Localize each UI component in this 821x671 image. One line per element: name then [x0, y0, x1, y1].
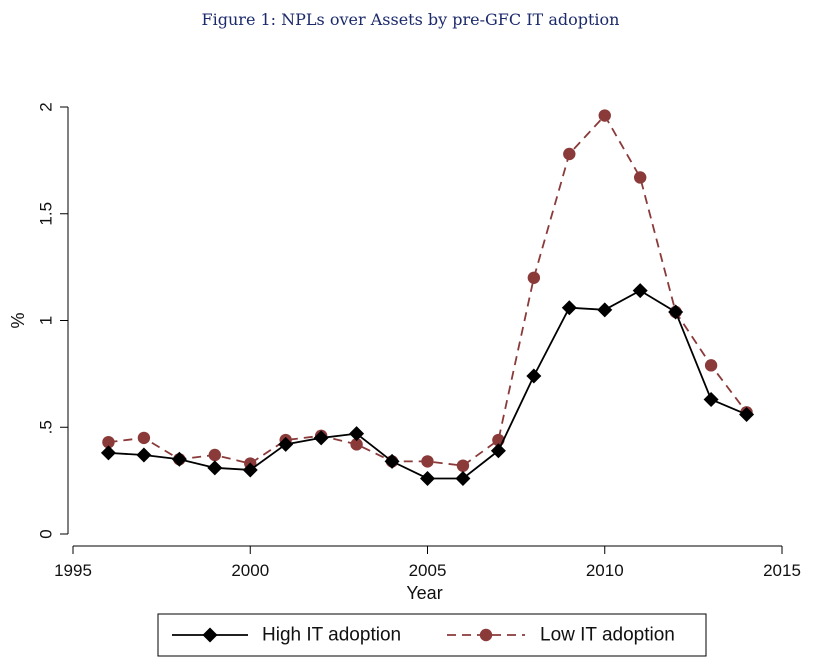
legend-marker: [202, 627, 218, 643]
y-tick-label: 1.5: [37, 202, 56, 226]
series-point: [704, 359, 718, 372]
legend: High IT adoption Low IT adoption: [157, 613, 707, 657]
legend-item: Low IT adoption: [447, 625, 675, 646]
series-point: [455, 470, 471, 486]
legend-label: High IT adoption: [262, 625, 401, 646]
series-point: [171, 451, 187, 467]
series-point: [137, 431, 151, 445]
y-tick-label: .5: [37, 420, 56, 434]
series-point: [242, 462, 258, 478]
y-tick-label: 0: [37, 529, 56, 538]
series-point: [527, 271, 541, 284]
series-point: [598, 109, 611, 122]
x-axis-title: Year: [406, 583, 442, 603]
series-point: [207, 460, 223, 476]
series-line: [108, 114, 748, 467]
x-tick-label: 2010: [586, 561, 624, 580]
series-point: [632, 283, 648, 299]
y-axis-title: %: [8, 312, 28, 328]
series-point: [456, 459, 470, 472]
series-point: [278, 436, 294, 452]
series-point: [668, 304, 684, 320]
legend-item: High IT adoption: [172, 625, 401, 646]
series-point: [350, 438, 363, 451]
series-point: [703, 391, 719, 407]
series-point: [563, 147, 576, 161]
series-point: [490, 443, 506, 459]
series-point: [526, 368, 542, 384]
x-axis: 1995 2000 2005 2010 2015: [54, 545, 801, 580]
x-tick-label: 2000: [231, 561, 269, 580]
series-point: [313, 430, 329, 446]
series-low-it-adoption: [102, 109, 753, 472]
series-point: [136, 447, 152, 463]
y-tick-label: 2: [37, 102, 56, 111]
series-point: [561, 300, 577, 316]
series-point: [421, 455, 434, 468]
series-point: [634, 171, 647, 184]
x-tick-label: 2005: [409, 561, 447, 580]
series-point: [208, 448, 221, 462]
legend-marker: [479, 628, 493, 642]
series-high-it-adoption: [100, 283, 755, 486]
x-tick-label: 1995: [54, 561, 92, 580]
series-point: [349, 426, 365, 442]
figure-title: Figure 1: NPLs over Assets by pre-GFC IT…: [201, 10, 620, 29]
series-line: [108, 289, 747, 480]
series-point: [420, 470, 435, 486]
series-point: [102, 435, 115, 449]
series-point: [100, 445, 116, 461]
series-point: [384, 453, 400, 469]
series-layer: [100, 109, 755, 486]
legend-label: Low IT adoption: [540, 625, 675, 646]
x-tick-label: 2015: [763, 561, 801, 580]
series-point: [597, 302, 613, 318]
y-axis: 0 .5 1 1.5 2: [37, 102, 69, 539]
series-point: [739, 406, 755, 422]
legend-box: [157, 613, 707, 657]
y-tick-label: 1: [37, 316, 56, 325]
